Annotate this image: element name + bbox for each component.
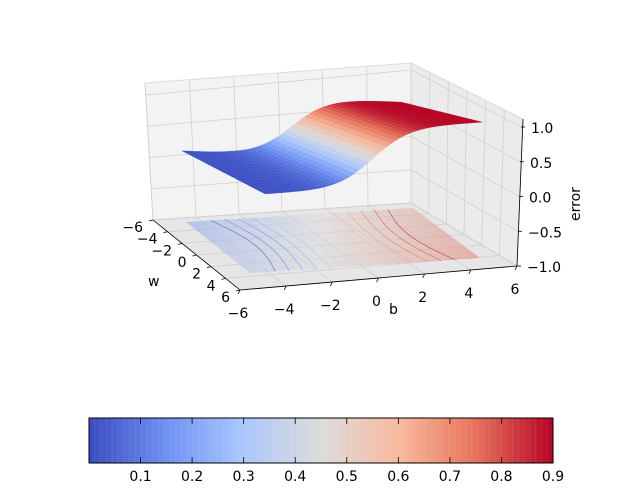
- z-grid-line: [410, 69, 522, 128]
- contour-line: [238, 218, 304, 270]
- contour-line: [224, 219, 290, 271]
- z-grid-line: [410, 136, 520, 197]
- b-axis-label: b: [389, 302, 398, 318]
- contour-line: [251, 217, 317, 269]
- z-grid-line: [152, 202, 412, 221]
- w-tick: [221, 277, 226, 280]
- colorbar-tick-label: 0.9: [542, 469, 564, 485]
- colorbar-tick-label: 0.1: [129, 469, 151, 485]
- contour-line: [265, 216, 331, 269]
- b-tick-label: 2: [418, 290, 427, 306]
- contour-projection: [186, 208, 480, 273]
- error-axis-label: error: [568, 187, 584, 221]
- side-grid-line: [498, 109, 505, 256]
- w-tick-label: −6: [122, 220, 143, 236]
- b-tick-label: 0: [372, 294, 381, 310]
- z-grid-line: [145, 69, 412, 96]
- contour-lines: [210, 209, 455, 272]
- z-grid-line: [410, 202, 518, 267]
- error-tick-label: −0.5: [528, 225, 562, 241]
- contour-line: [306, 214, 373, 266]
- w-tick-label: 0: [178, 255, 187, 271]
- b-tick-label: 6: [511, 282, 520, 298]
- w-tick: [206, 266, 212, 269]
- error-surface: [181, 100, 483, 195]
- b-tick-label: −4: [274, 302, 295, 318]
- side-grid-line: [445, 81, 449, 225]
- back-grid-line: [188, 79, 197, 218]
- w-tick: [177, 242, 183, 245]
- colorbar: [88, 417, 554, 464]
- b-tick: [422, 273, 426, 279]
- contour-line: [374, 210, 442, 261]
- b-tick: [283, 285, 287, 291]
- w-tick-label: 6: [221, 290, 230, 306]
- contour-line: [278, 216, 345, 268]
- colorbar-ticks: 0.1 0.2 0.3 0.4 0.5 0.6 0.7 0.8 0.9: [129, 418, 564, 485]
- error-tick-label: 0.5: [530, 156, 552, 172]
- w-tick: [163, 231, 168, 234]
- error-tick-label: 1.0: [531, 121, 553, 137]
- side-grid-line: [463, 90, 468, 235]
- back-grid-line: [144, 82, 154, 221]
- colorbar-tick-label: 0.7: [439, 469, 461, 485]
- colorbar-tick-label: 0.4: [284, 469, 306, 485]
- contour-line: [360, 210, 428, 262]
- contour-line: [292, 215, 359, 267]
- side-grid-line: [428, 72, 431, 214]
- w-tick: [192, 254, 197, 257]
- colorbar-tick-label: 0.3: [233, 469, 255, 485]
- back-grid-line: [233, 76, 240, 215]
- w-tick-label: −4: [137, 232, 158, 248]
- contour-line: [387, 209, 455, 260]
- contour-line: [210, 220, 276, 272]
- error-tick-label: 0.0: [529, 191, 551, 207]
- colorbar-tick-label: 0.8: [490, 469, 512, 485]
- colorbar-tick-label: 0.2: [181, 469, 203, 485]
- b-tick: [329, 281, 333, 287]
- w-axis-label: w: [148, 274, 159, 290]
- w-tick-label: −2: [151, 243, 172, 259]
- w-tick: [235, 289, 241, 292]
- colorbar-stripes: [94, 419, 548, 462]
- error-tick-label: −1.0: [527, 260, 561, 276]
- b-tick-label: −2: [320, 298, 341, 314]
- w-tick-label: 4: [207, 278, 216, 294]
- b-tick: [514, 265, 518, 271]
- b-tick: [376, 277, 379, 283]
- b-tick-label: −6: [228, 306, 249, 322]
- b-tick-label: 4: [464, 286, 473, 302]
- side-grid-line: [481, 100, 487, 246]
- contour-line: [346, 211, 414, 263]
- error-axis-line: [516, 118, 524, 267]
- b-tick: [237, 289, 241, 295]
- colorbar-tick-label: 0.6: [387, 469, 409, 485]
- w-tick-label: 2: [192, 267, 201, 283]
- colorbar-tick-label: 0.5: [336, 469, 358, 485]
- b-tick: [468, 269, 472, 275]
- w-tick: [148, 219, 154, 222]
- contour-line: [319, 213, 386, 265]
- z-grid-line: [410, 169, 519, 232]
- surface-facet: [472, 120, 483, 123]
- contour-line: [333, 212, 400, 264]
